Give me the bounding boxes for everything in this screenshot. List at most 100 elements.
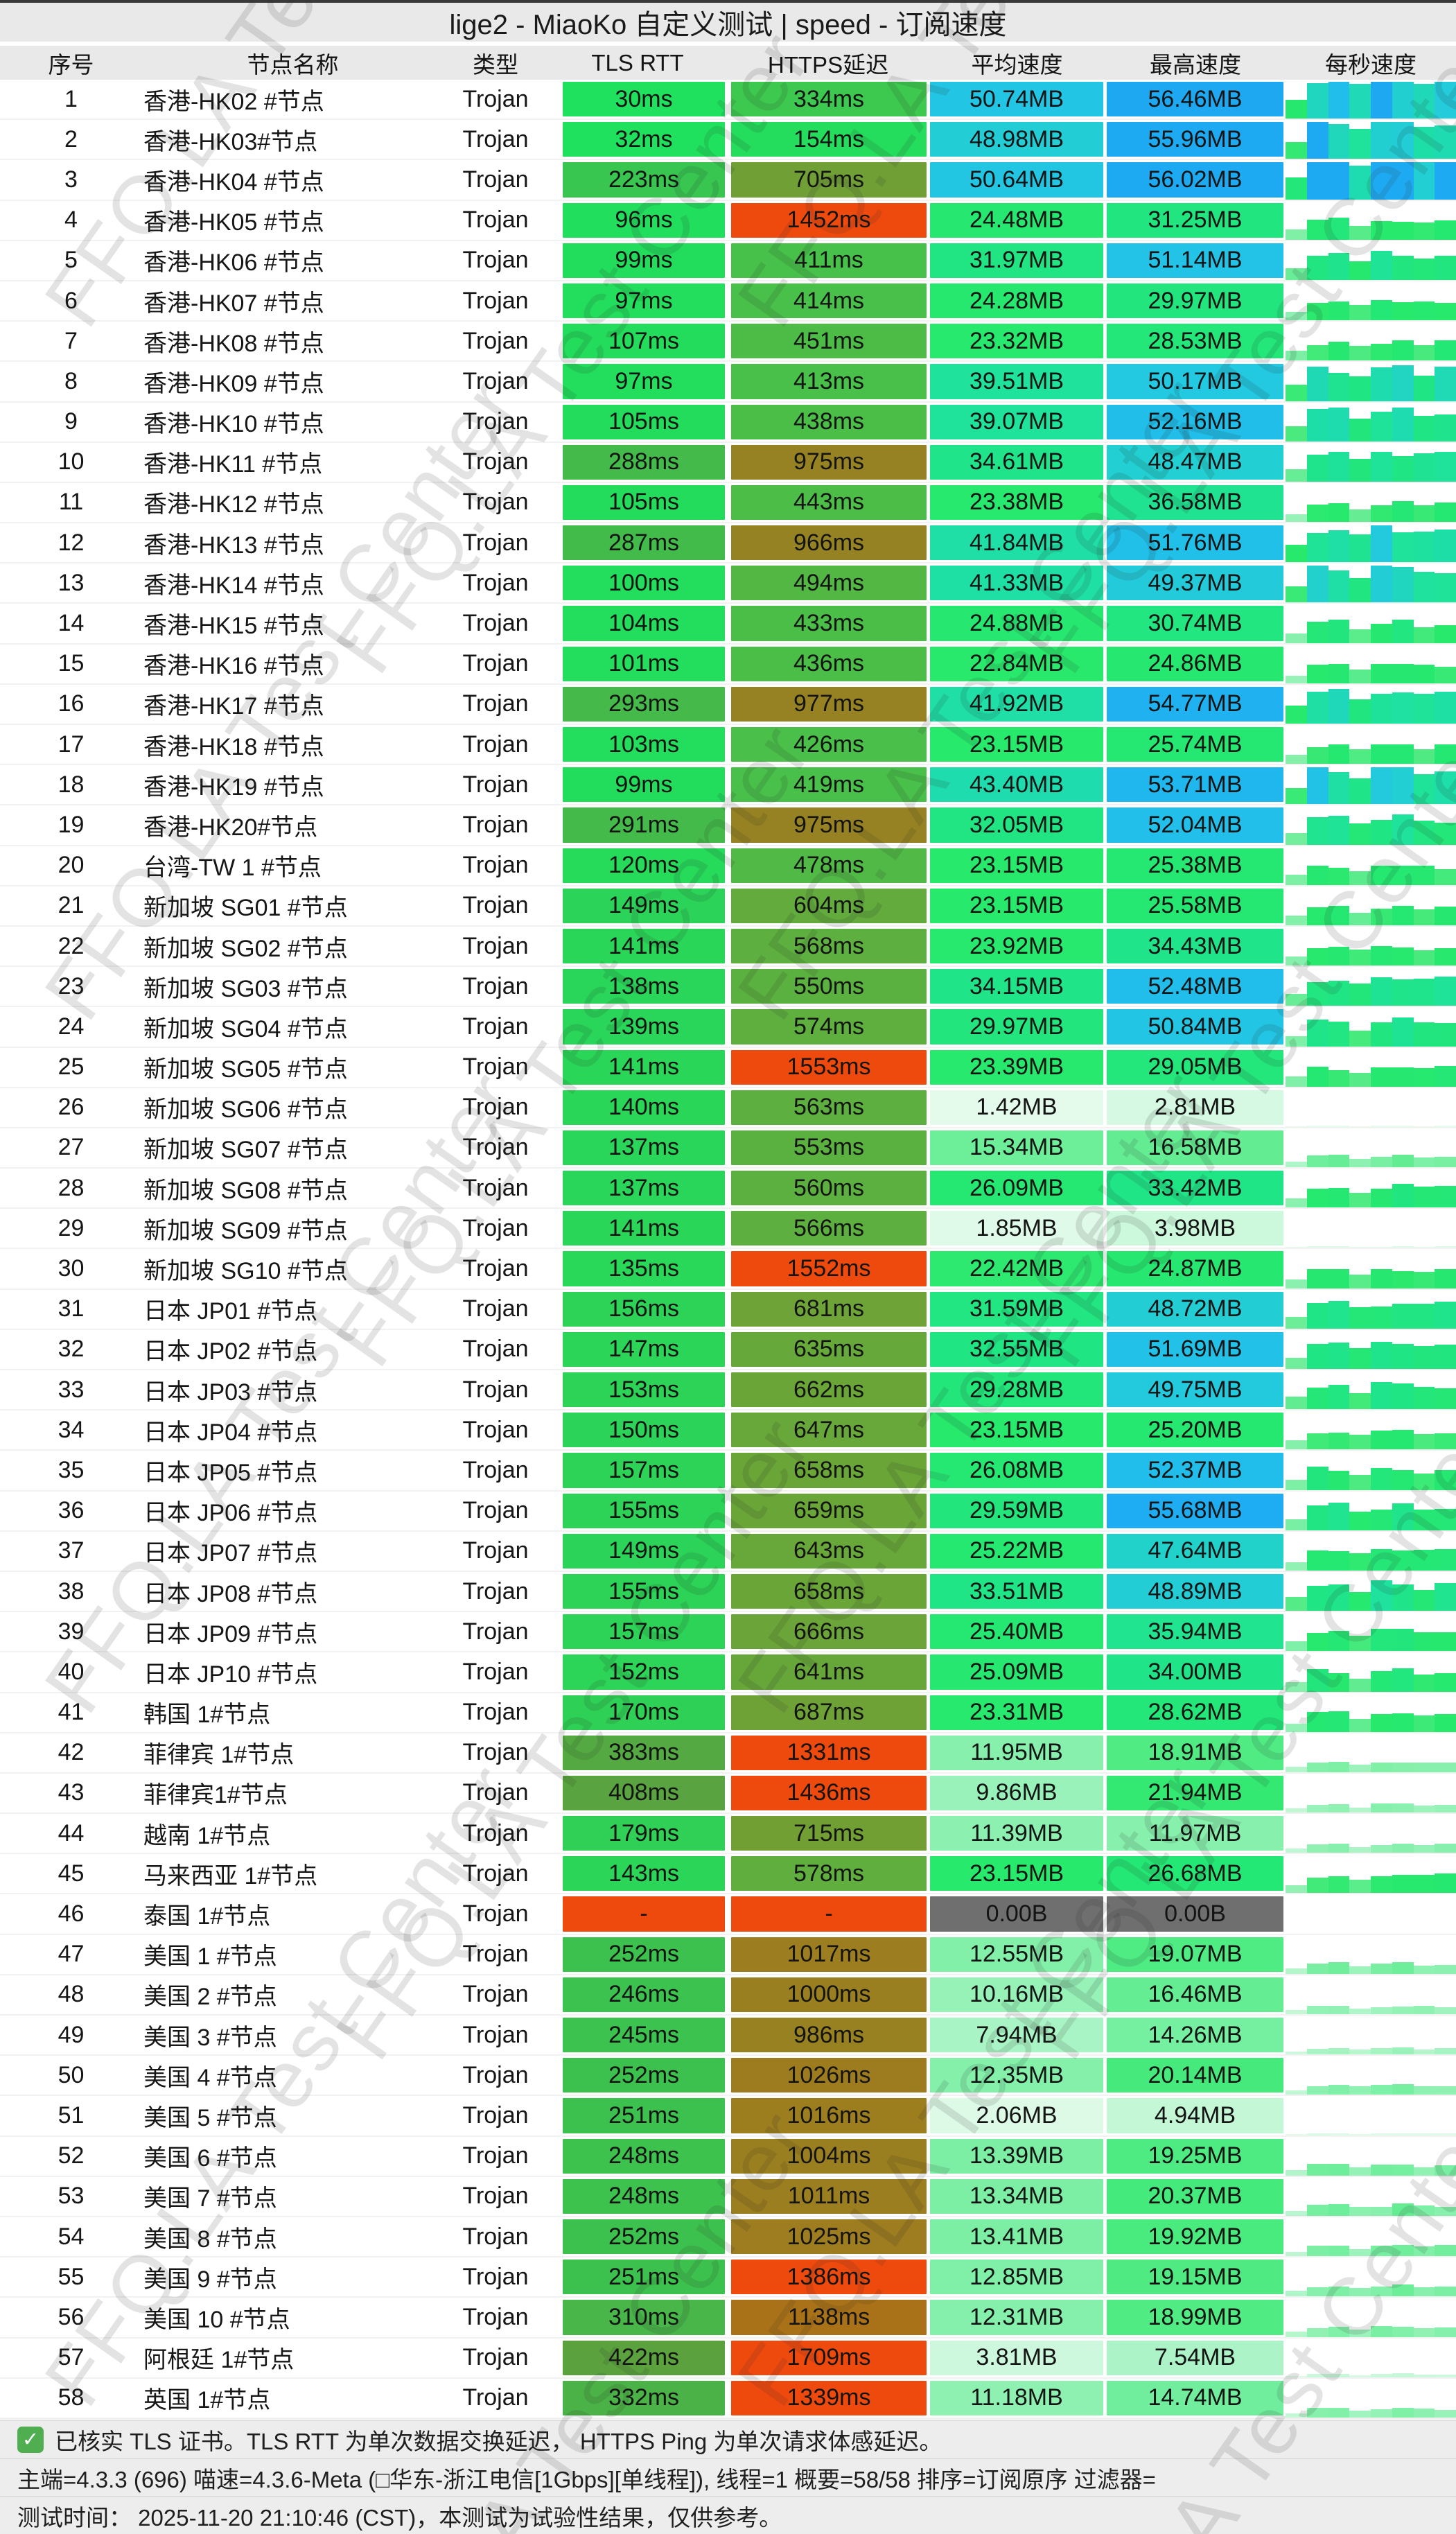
speed-bar: [1306, 747, 1328, 764]
node-index: 48: [58, 1981, 85, 2008]
speed-bar: [1435, 2133, 1456, 2135]
speed-bar: [1371, 1189, 1392, 1208]
speed-bar: [1371, 2245, 1392, 2257]
speed-bar: [1306, 1668, 1328, 1692]
speed-bar: [1435, 1388, 1456, 1410]
speed-bar: [1371, 1067, 1392, 1087]
https-latency-value: 413ms: [731, 364, 927, 399]
node-index: 40: [58, 1658, 85, 1685]
speed-bar: [1392, 1154, 1414, 1168]
node-type: Trojan: [462, 690, 529, 717]
node-type: Trojan: [462, 932, 529, 959]
speed-bar: [1328, 2163, 1350, 2176]
speed-bar: [1328, 980, 1350, 1006]
speed-bar: [1286, 1596, 1307, 1611]
table-header: 序号 节点名称 类型 TLS RTT HTTPS延迟 平均速度 最高速度 每秒速…: [0, 46, 1456, 80]
max-speed-value: 48.72MB: [1107, 1291, 1283, 1327]
node-name: 日本 JP08 #节点: [143, 1580, 318, 1607]
https-latency-value: 604ms: [731, 888, 927, 923]
speed-bar: [1413, 416, 1435, 442]
speed-bar: [1349, 1553, 1371, 1571]
https-latency-value: 1709ms: [731, 2340, 927, 2375]
speed-bar: [1306, 767, 1328, 805]
speed-bar: [1392, 1844, 1414, 1853]
speed-bar: [1371, 2287, 1392, 2297]
https-latency-value: 438ms: [731, 404, 927, 439]
speed-bar: [1286, 1767, 1307, 1772]
speed-bar: [1413, 1965, 1435, 1974]
speed-bar: [1349, 1966, 1371, 1974]
speed-bar: [1328, 1301, 1350, 1329]
tls-rtt-value: 293ms: [563, 686, 725, 722]
tls-rtt-value: 96ms: [563, 202, 725, 238]
avg-speed-value: 1.85MB: [930, 1211, 1103, 1246]
avg-speed-value: 24.48MB: [930, 202, 1103, 238]
node-type: Trojan: [462, 1013, 529, 1040]
speed-bar: [1306, 1805, 1328, 1813]
node-index: 57: [58, 2344, 85, 2371]
node-index: 51: [58, 2102, 85, 2129]
speed-bar: [1306, 1269, 1328, 1288]
node-type: Trojan: [462, 650, 529, 677]
speed-bar: [1435, 2286, 1456, 2297]
node-index: 44: [58, 1819, 85, 1846]
node-index: 47: [58, 1941, 85, 1968]
max-speed-value: 50.17MB: [1107, 364, 1283, 399]
max-speed-value: 14.26MB: [1107, 2018, 1283, 2053]
max-speed-value: 51.14MB: [1107, 243, 1283, 278]
https-latency-value: 560ms: [731, 1171, 927, 1206]
speed-bar: [1435, 1126, 1456, 1127]
node-name: 美国 5 #节点: [143, 2104, 277, 2131]
max-speed-value: 47.64MB: [1107, 1533, 1283, 1569]
speed-bar: [1306, 692, 1328, 724]
speed-bar: [1435, 1509, 1456, 1530]
node-name: 美国 6 #节点: [143, 2145, 277, 2172]
table-row: 41 韩国 1#节点 Trojan 170ms 687ms 23.31MB 28…: [0, 1693, 1456, 1733]
max-speed-value: 51.76MB: [1107, 525, 1283, 561]
speed-bar: [1349, 823, 1371, 845]
avg-speed-value: 25.09MB: [930, 1654, 1103, 1690]
node-index: 36: [58, 1497, 85, 1524]
tls-rtt-value: 157ms: [563, 1453, 725, 1488]
speed-bar: [1413, 749, 1435, 764]
per-second-speed-chart: [1286, 201, 1456, 240]
per-second-speed-chart: [1286, 2379, 1456, 2418]
speed-bar: [1349, 1679, 1371, 1692]
speed-bar: [1349, 1158, 1371, 1168]
avg-speed-value: 23.31MB: [930, 1695, 1103, 1730]
avg-speed-value: 3.81MB: [930, 2340, 1103, 2375]
max-speed-value: 19.92MB: [1107, 2219, 1283, 2255]
https-latency-value: 1339ms: [731, 2380, 927, 2415]
max-speed-value: 29.97MB: [1107, 283, 1283, 319]
node-type: Trojan: [462, 2223, 529, 2250]
speed-bar: [1435, 947, 1456, 966]
tls-rtt-value: 288ms: [563, 444, 725, 480]
speed-bar: [1286, 514, 1307, 523]
avg-speed-value: 2.06MB: [930, 2098, 1103, 2133]
max-speed-value: 48.47MB: [1107, 444, 1283, 480]
speed-bar: [1328, 252, 1350, 280]
tls-rtt-value: 99ms: [563, 243, 725, 278]
node-name: 香港-HK19 #节点: [143, 774, 324, 801]
speed-bar: [1306, 1467, 1328, 1490]
speed-bar: [1349, 128, 1371, 159]
speed-bar: [1413, 2205, 1435, 2216]
speed-bar: [1435, 771, 1456, 805]
speed-bar: [1435, 2206, 1456, 2216]
node-type: Trojan: [462, 610, 529, 637]
https-latency-value: 1436ms: [731, 1775, 927, 1811]
speed-bar: [1413, 1715, 1435, 1732]
avg-speed-value: 13.34MB: [930, 2178, 1103, 2214]
table-row: 54 美国 8 #节点 Trojan 252ms 1025ms 13.41MB …: [0, 2217, 1456, 2258]
speed-bar: [1306, 1126, 1328, 1127]
speed-bar: [1349, 2009, 1371, 2014]
node-index: 26: [58, 1094, 85, 1121]
speed-bar: [1306, 366, 1328, 401]
max-speed-value: 52.37MB: [1107, 1453, 1283, 1488]
per-second-speed-chart: [1286, 322, 1456, 361]
speed-bar: [1392, 407, 1414, 442]
speed-bar: [1392, 2244, 1414, 2257]
speed-bar: [1349, 950, 1371, 966]
speed-bar: [1371, 1269, 1392, 1288]
speed-bar: [1306, 982, 1328, 1006]
